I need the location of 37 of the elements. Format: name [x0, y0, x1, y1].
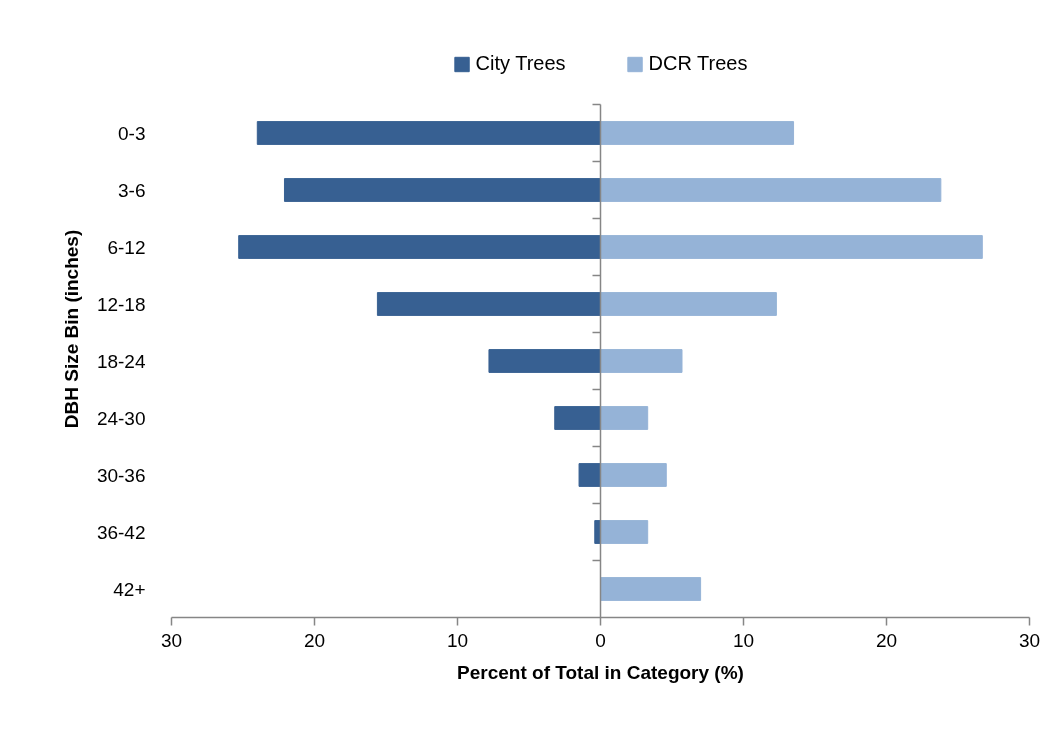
bar — [578, 463, 601, 487]
bar — [283, 178, 601, 202]
bar — [554, 406, 601, 430]
bar — [600, 178, 942, 202]
x-axis-title: Percent of Total in Category (%) — [457, 661, 744, 683]
y-tick-label: 6-12 — [107, 236, 146, 258]
y-tick-label: 3-6 — [118, 179, 146, 201]
bar — [238, 235, 601, 259]
y-tick-label: 18-24 — [96, 350, 146, 372]
y-tick-label: 0-3 — [118, 122, 146, 144]
legend-label: DCR Trees — [648, 52, 748, 75]
bar — [256, 121, 601, 145]
x-tick-label: 0 — [595, 629, 606, 651]
y-axis-title: DBH Size Bin (inches) — [60, 229, 82, 429]
x-tick-label: 30 — [160, 629, 183, 651]
legend-label: City Trees — [475, 52, 566, 75]
y-tick-label: 24-30 — [96, 407, 146, 429]
bar — [600, 463, 667, 487]
bar — [600, 235, 983, 259]
bar — [600, 520, 649, 544]
x-tick-label: 30 — [1018, 629, 1041, 651]
bar — [594, 520, 601, 544]
bar — [600, 121, 795, 145]
x-tick-label: 10 — [446, 629, 469, 651]
y-tick-label: 42+ — [113, 578, 146, 600]
x-tick-label: 20 — [303, 629, 326, 651]
y-tick-label: 30-36 — [96, 464, 146, 486]
bar — [600, 406, 649, 430]
bar — [600, 292, 777, 316]
bar — [600, 349, 683, 373]
y-tick-label: 36-42 — [96, 521, 146, 543]
bar — [600, 577, 702, 601]
bar — [376, 292, 601, 316]
y-tick-label: 12-18 — [96, 293, 146, 315]
x-tick-label: 20 — [875, 629, 898, 651]
bar — [488, 349, 601, 373]
x-tick-label: 10 — [732, 629, 755, 651]
